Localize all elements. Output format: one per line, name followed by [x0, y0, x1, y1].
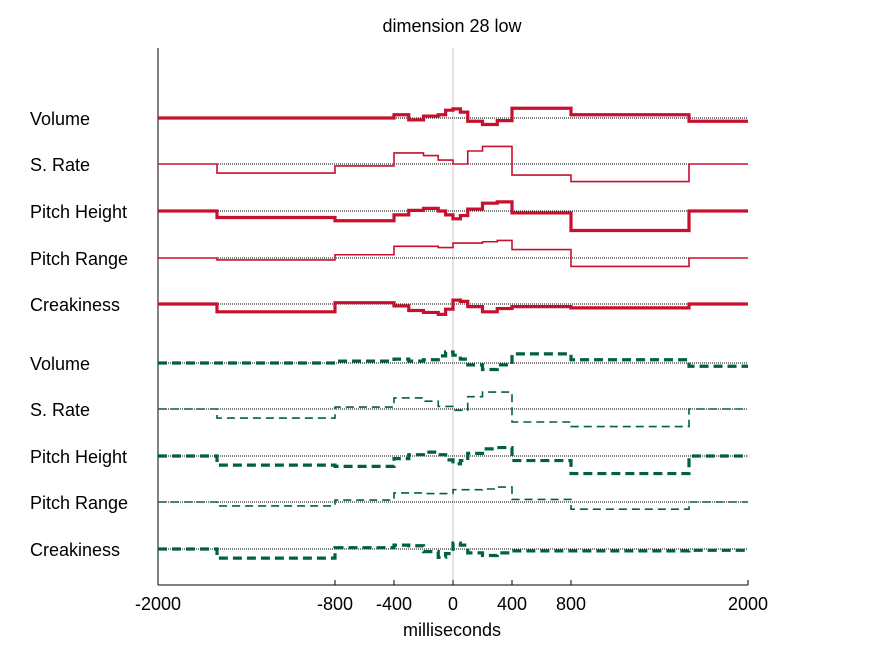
- series-group: [158, 106, 748, 560]
- series-line: [158, 350, 748, 372]
- chart-title: dimension 28 low: [382, 16, 522, 36]
- feature-labels: Volume S. Rate Pitch Height Pitch Range Crea…: [30, 109, 128, 560]
- x-tick-label: 0: [448, 594, 458, 614]
- series-line: [158, 298, 748, 316]
- feature-label: Pitch Range: [30, 249, 128, 269]
- series-line: [158, 106, 748, 127]
- series-line: [158, 200, 748, 233]
- feature-label: Pitch Range: [30, 493, 128, 513]
- x-tick-label: 2000: [728, 594, 768, 614]
- feature-label: Pitch Height: [30, 447, 127, 467]
- feature-label: Volume: [30, 109, 90, 129]
- feature-label: Volume: [30, 354, 90, 374]
- feature-label: Creakiness: [30, 540, 120, 560]
- feature-label: Creakiness: [30, 295, 120, 315]
- series-line: [158, 541, 748, 560]
- x-tick-label: -400: [376, 594, 412, 614]
- x-tick-label: 800: [556, 594, 586, 614]
- x-axis-ticks: -2000 -800 -400 0 400 800 2000: [135, 580, 768, 614]
- x-tick-label: 400: [497, 594, 527, 614]
- series-line: [158, 486, 748, 510]
- series-line: [158, 445, 748, 476]
- x-axis-label: milliseconds: [403, 620, 501, 640]
- feature-label: Pitch Height: [30, 202, 127, 222]
- feature-label: S. Rate: [30, 400, 90, 420]
- series-line: [158, 239, 748, 268]
- series-line: [158, 391, 748, 428]
- x-tick-label: -800: [317, 594, 353, 614]
- x-tick-label: -2000: [135, 594, 181, 614]
- series-line: [158, 145, 748, 183]
- feature-label: S. Rate: [30, 155, 90, 175]
